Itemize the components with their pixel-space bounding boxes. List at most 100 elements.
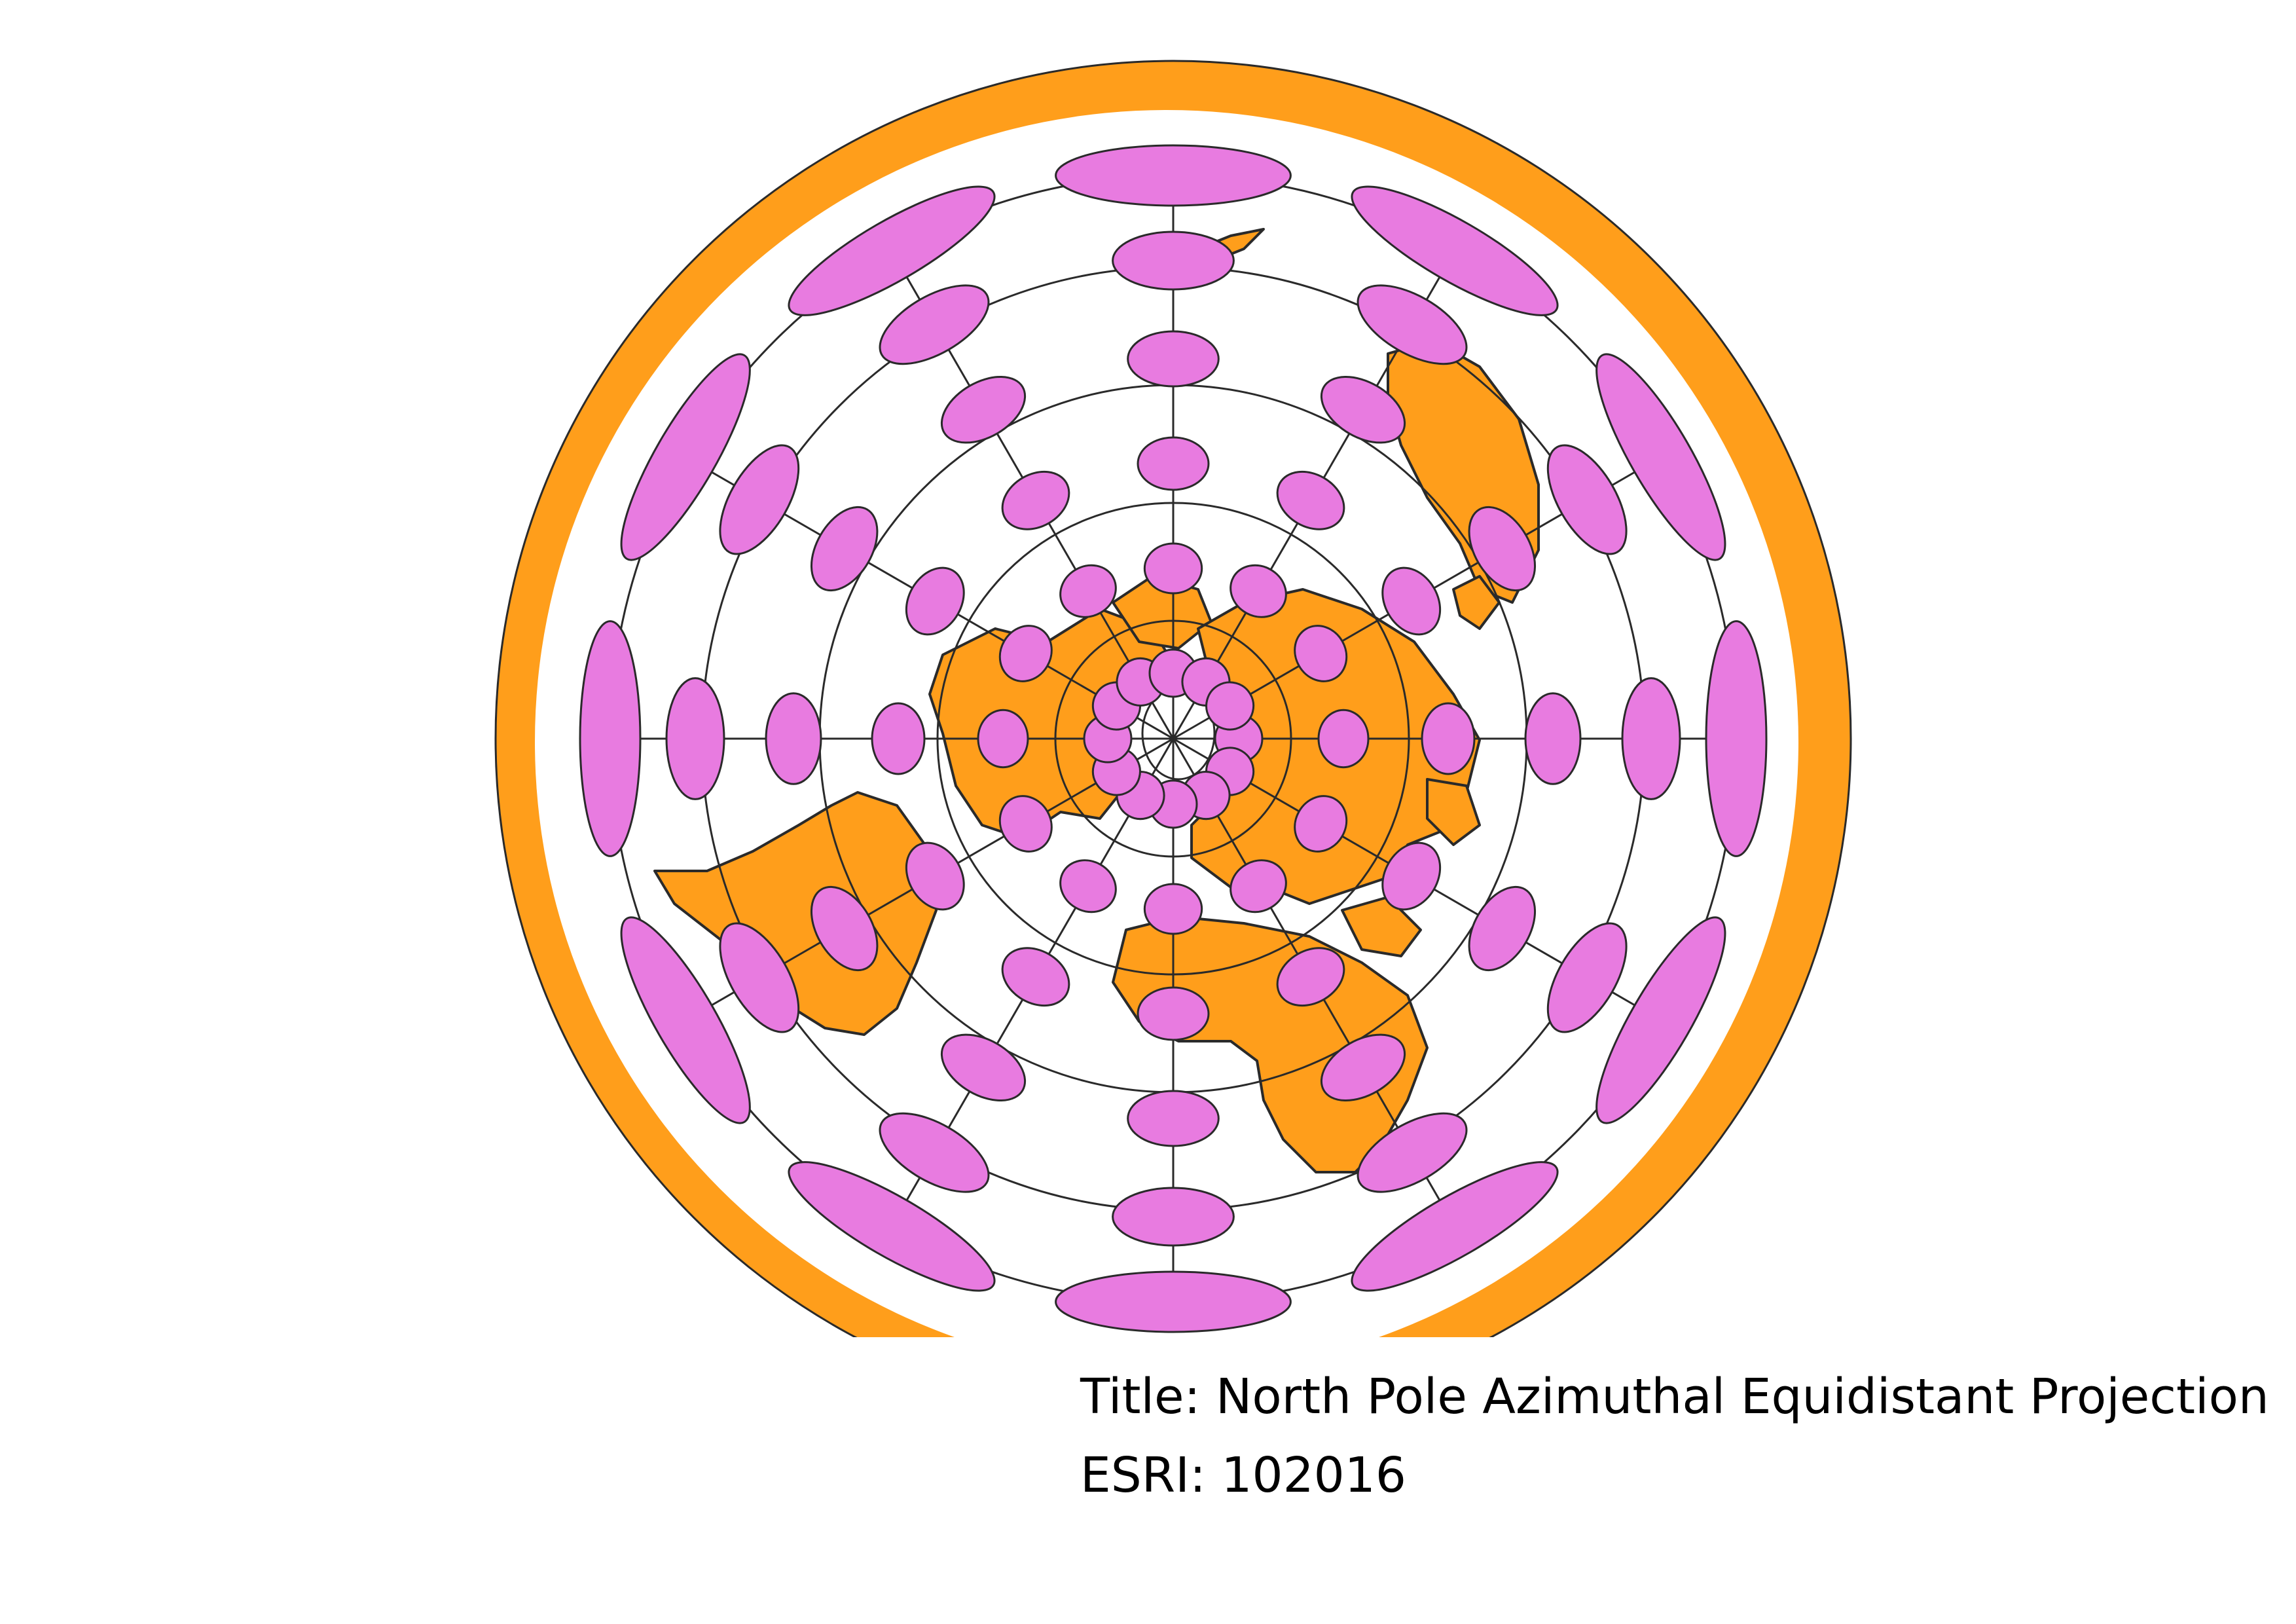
tissot-ellipse — [1059, 859, 1117, 913]
tissot-ellipse — [1421, 702, 1476, 775]
tissot-m10-r4 — [1127, 330, 1220, 388]
tissot-ellipse — [1294, 795, 1348, 853]
tissot-m12-r2 — [1294, 625, 1348, 682]
tissot-m8-r5 — [719, 444, 800, 555]
tissot-ellipse — [977, 709, 1029, 769]
tissot-m6-r2 — [998, 795, 1053, 853]
tissot-ellipse — [1320, 375, 1406, 444]
tissot-ellipse — [1143, 883, 1203, 935]
tissot-ellipse — [905, 566, 965, 636]
tissot-ellipse — [1055, 1270, 1292, 1333]
tissot-m4-r6 — [1055, 1270, 1292, 1333]
tissot-ellipse — [719, 922, 800, 1033]
tissot-ellipse — [998, 795, 1053, 853]
tissot-m1-r3 — [1421, 702, 1476, 775]
tissot-ellipse — [1621, 677, 1681, 800]
tissot-ellipse — [940, 375, 1027, 444]
tissot-ellipse — [1001, 947, 1070, 1007]
tissot-ellipse — [1055, 144, 1292, 207]
tissot-ellipse — [765, 692, 822, 785]
tissot-ellipse — [620, 916, 751, 1124]
tissot-ellipse — [719, 444, 800, 555]
tissot-m6-r6 — [620, 916, 751, 1124]
tissot-ellipse — [1595, 916, 1726, 1124]
tissot-m6-r4 — [810, 885, 879, 972]
tissot-ellipse — [1112, 1187, 1235, 1247]
tissot-m12-r6 — [1595, 353, 1726, 561]
tissot-m5-r5 — [879, 1112, 990, 1193]
tissot-m10-r6 — [1055, 144, 1292, 207]
land-masses — [653, 228, 1540, 1173]
tissot-ellipse — [905, 841, 965, 911]
tissot-ellipse — [940, 1033, 1027, 1102]
tissot-ellipse — [1546, 444, 1628, 555]
japan-islands — [1452, 575, 1501, 630]
tissot-m7-r2 — [977, 709, 1029, 769]
tissot-m11-r2 — [1230, 564, 1287, 618]
india — [1426, 778, 1481, 846]
esri-code: ESRI: 102016 — [1080, 1447, 1406, 1504]
tissot-m7-r5 — [665, 677, 725, 800]
tissot-m9-r4 — [940, 375, 1027, 444]
tissot-ellipse — [1317, 709, 1370, 769]
tissot-m4-r5 — [1112, 1187, 1235, 1247]
tissot-m9-r6 — [788, 185, 996, 316]
tissot-m3-r4 — [1320, 1033, 1406, 1102]
tissot-m8-r6 — [620, 353, 751, 561]
tissot-ellipse — [1230, 564, 1287, 618]
tissot-m1-r5 — [1621, 677, 1681, 800]
tissot-ellipse — [810, 885, 879, 972]
tissot-m5-r2 — [1059, 859, 1117, 913]
tissot-m7-r3 — [871, 702, 926, 775]
tissot-m4-r4 — [1127, 1090, 1220, 1147]
tissot-ellipse — [1357, 1112, 1468, 1193]
tissot-m2-r6 — [1595, 916, 1726, 1124]
tissot-m7-r4 — [765, 692, 822, 785]
tissot-m12-r5 — [1546, 444, 1628, 555]
tissot-ellipse — [1705, 620, 1768, 857]
arabia — [1341, 896, 1422, 957]
tissot-ellipse — [788, 1161, 996, 1292]
tissot-m8-r2 — [998, 625, 1053, 682]
tissot-ellipse — [998, 625, 1053, 682]
tissot-ellipse — [1112, 231, 1235, 291]
tissot-ellipse — [1468, 885, 1537, 972]
tissot-ellipse — [879, 1112, 990, 1193]
tissot-ellipse — [1276, 470, 1345, 530]
tissot-m5-r4 — [940, 1033, 1027, 1102]
tissot-ellipse — [879, 284, 990, 365]
tissot-ellipse — [1230, 859, 1287, 913]
tissot-ellipse — [1059, 564, 1117, 618]
tissot-ellipse — [1276, 947, 1345, 1007]
tissot-ellipse — [1546, 922, 1628, 1033]
tissot-ellipse — [1205, 681, 1255, 731]
tissot-ellipse — [1524, 692, 1582, 785]
tissot-ellipse — [1351, 1161, 1559, 1292]
tissot-m5-r3 — [1001, 947, 1070, 1007]
tissot-m2-r4 — [1468, 885, 1537, 972]
tissot-m6-r5 — [719, 922, 800, 1033]
tissot-ellipse — [1351, 185, 1559, 316]
tissot-m11-r3 — [1276, 470, 1345, 530]
tissot-m1-r4 — [1524, 692, 1582, 785]
tissot-m10-r2 — [1143, 542, 1203, 595]
tissot-ellipse — [620, 353, 751, 561]
tissot-m11-r4 — [1320, 375, 1406, 444]
tissot-m4-r3 — [1137, 986, 1210, 1041]
tissot-m5-r6 — [788, 1161, 996, 1292]
tissot-ellipse — [871, 702, 926, 775]
tissot-m9-r3 — [1001, 470, 1070, 530]
tissot-m3-r3 — [1276, 947, 1345, 1007]
tissot-ellipse — [1127, 330, 1220, 388]
tissot-m7-r6 — [579, 620, 642, 857]
tissot-m10-r3 — [1137, 436, 1210, 491]
tissot-ellipse — [579, 620, 642, 857]
tissot-m1-r6 — [1705, 620, 1768, 857]
tissot-m10-r5 — [1112, 231, 1235, 291]
map-title: Title: North Pole Azimuthal Equidistant … — [1080, 1369, 2269, 1425]
africa — [1112, 915, 1429, 1173]
tissot-ellipse — [1001, 470, 1070, 530]
tissot-m8-r4 — [810, 506, 879, 592]
tissot-ellipse — [1381, 566, 1442, 636]
